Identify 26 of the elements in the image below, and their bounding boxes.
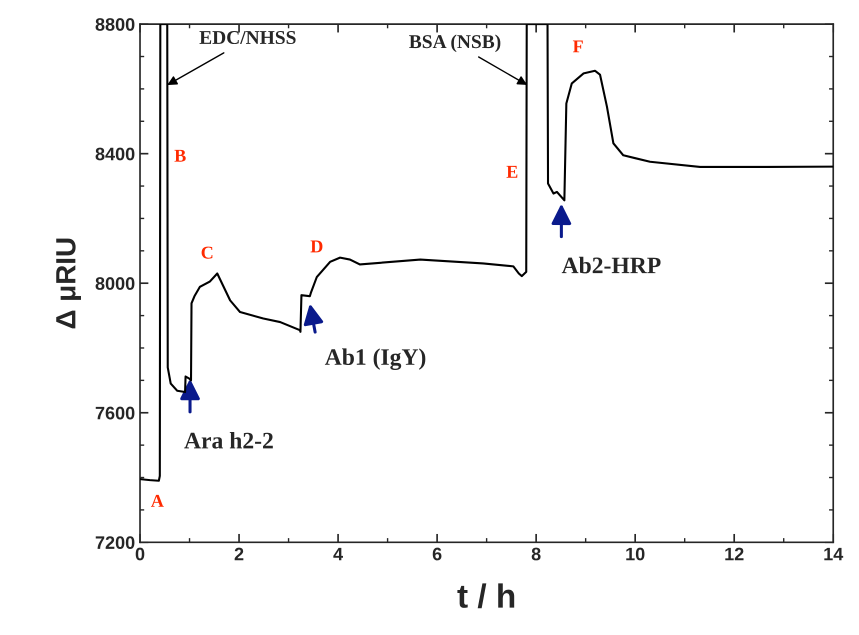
annotation: BSA (NSB)	[409, 34, 500, 52]
y-tick-label: 8400	[96, 148, 134, 160]
annotation: B	[174, 150, 186, 162]
annotation: Ab2-HRP	[562, 256, 661, 274]
x-tick-label: 10	[626, 548, 644, 560]
annotation: EDC/NHSS	[200, 30, 296, 44]
annotation: Ab1 (IgY)	[324, 348, 426, 370]
annotation: F	[572, 40, 583, 52]
x-tick-label: 14	[824, 548, 844, 560]
x-tick-label: 4	[333, 548, 343, 560]
annotation: Ara h2-2	[184, 432, 273, 449]
x-tick-label: 0	[136, 548, 144, 560]
annotation: A	[151, 494, 164, 507]
y-tick-label: 8000	[96, 277, 134, 290]
x-tick-label: 2	[234, 548, 244, 560]
x-tick-label: 12	[725, 548, 744, 560]
x-tick-label: 6	[432, 548, 442, 560]
annotation: D	[310, 240, 322, 252]
y-axis-title: Δ μRIU	[56, 238, 81, 328]
annotation: E	[506, 166, 518, 178]
x-tick-label: 8	[532, 548, 541, 560]
annotation: C	[202, 246, 212, 259]
y-tick-label: 7200	[96, 536, 134, 550]
y-tick-label: 7600	[96, 406, 134, 420]
x-axis-title: t / h	[457, 583, 514, 608]
y-tick-label: 8800	[96, 18, 134, 31]
